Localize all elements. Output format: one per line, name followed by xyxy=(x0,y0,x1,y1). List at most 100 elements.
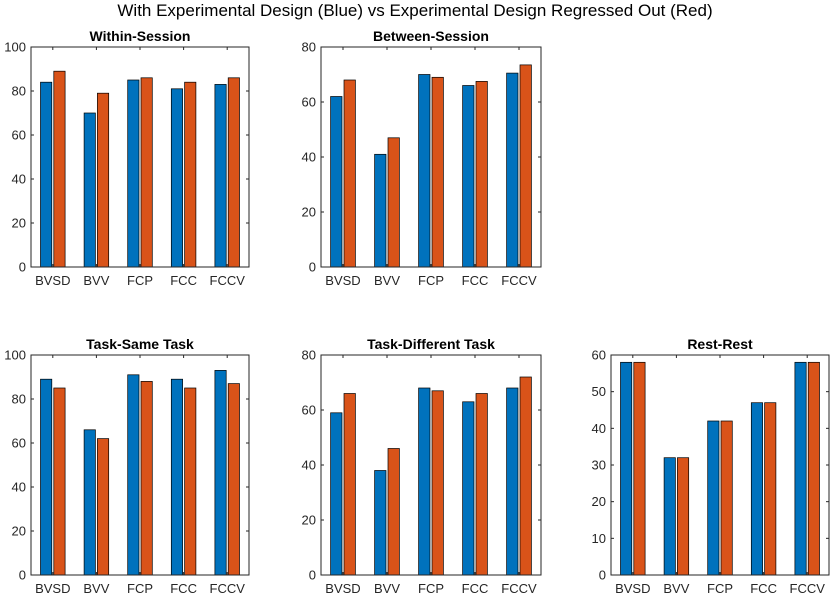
y-tick-label-rest-rest-0: 0 xyxy=(599,568,606,583)
y-tick-label-task-different-task-80: 80 xyxy=(302,348,316,363)
y-tick-label-rest-rest-20: 20 xyxy=(592,494,606,509)
bar-within-session-fcp-blue xyxy=(127,79,140,268)
chart-panel-task-same-task: 0 20 40 60 80 100 BVSD BVV FCP FCC FCCV Task-Same T… xyxy=(4,336,250,596)
bar-rest-rest-fcc-blue xyxy=(750,402,763,576)
x-tick-label-between-session-bvv: BVV xyxy=(374,273,400,288)
x-tick-label-between-session-bvsd: BVSD xyxy=(325,273,360,288)
y-tick-label-task-different-task-60: 60 xyxy=(302,403,316,418)
y-tick-label-within-session-20: 20 xyxy=(12,216,26,231)
bar-task-different-task-bvsd-blue xyxy=(330,412,343,576)
bar-task-different-task-bvsd-red xyxy=(343,393,356,576)
bar-between-session-fccv-red xyxy=(519,64,532,268)
bar-between-session-fcp-blue xyxy=(418,74,431,268)
bar-task-same-task-bvv-blue xyxy=(83,429,96,576)
bar-task-same-task-fccv-red xyxy=(227,383,240,576)
bar-within-session-bvsd-red xyxy=(53,70,66,268)
x-tick-label-task-different-task-fcc: FCC xyxy=(462,581,489,596)
figure-title: With Experimental Design (Blue) vs Exper… xyxy=(117,1,713,20)
x-tick-label-within-session-fcp: FCP xyxy=(127,273,153,288)
y-tick-label-task-different-task-20: 20 xyxy=(302,513,316,528)
y-tick-label-task-different-task-40: 40 xyxy=(302,458,316,473)
bar-within-session-fccv-blue xyxy=(214,84,227,268)
y-tick-label-rest-rest-30: 30 xyxy=(592,458,606,473)
bar-rest-rest-fcp-red xyxy=(720,420,733,576)
x-tick-label-rest-rest-bvv: BVV xyxy=(663,581,689,596)
panel-title-between-session: Between-Session xyxy=(373,28,489,44)
bar-rest-rest-fcp-blue xyxy=(707,420,720,576)
x-tick-label-between-session-fccv: FCCV xyxy=(501,273,537,288)
y-tick-label-between-session-60: 60 xyxy=(302,95,316,110)
y-tick-label-rest-rest-50: 50 xyxy=(592,384,606,399)
bar-task-different-task-fcc-blue xyxy=(462,401,475,576)
bar-task-different-task-fcc-red xyxy=(475,393,488,576)
y-tick-label-within-session-60: 60 xyxy=(12,128,26,143)
bar-task-same-task-fcc-blue xyxy=(170,378,183,576)
x-tick-label-task-same-task-fccv: FCCV xyxy=(210,581,246,596)
x-tick-label-rest-rest-bvsd: BVSD xyxy=(615,581,650,596)
bar-task-different-task-fccv-blue xyxy=(506,387,519,576)
x-tick-label-task-different-task-bvv: BVV xyxy=(374,581,400,596)
bar-rest-rest-fccv-blue xyxy=(794,361,807,576)
x-tick-label-rest-rest-fcp: FCP xyxy=(707,581,733,596)
y-tick-label-task-same-task-100: 100 xyxy=(4,348,26,363)
bar-rest-rest-bvsd-blue xyxy=(620,361,633,576)
chart-panel-task-different-task: 0 20 40 60 80 BVSD BVV FCP FCC FCCV Task-Different… xyxy=(302,336,542,596)
y-tick-label-task-same-task-20: 20 xyxy=(12,524,26,539)
x-tick-label-within-session-fccv: FCCV xyxy=(210,273,246,288)
bar-between-session-fcp-red xyxy=(431,76,444,268)
bar-within-session-fccv-red xyxy=(227,77,240,268)
chart-panel-between-session: 0 20 40 60 80 BVSD BVV FCP FCC FCCV Between-Sessio… xyxy=(302,28,542,288)
panel-title-task-same-task: Task-Same Task xyxy=(86,336,194,352)
bar-task-same-task-fcp-red xyxy=(140,381,153,576)
y-tick-label-task-different-task-0: 0 xyxy=(309,568,316,583)
bar-task-different-task-bvv-blue xyxy=(374,470,387,576)
panel-title-within-session: Within-Session xyxy=(90,28,191,44)
x-tick-label-task-different-task-fcp: FCP xyxy=(418,581,444,596)
bar-task-same-task-bvv-red xyxy=(97,438,110,576)
bar-within-session-fcp-red xyxy=(140,77,153,268)
x-tick-label-rest-rest-fccv: FCCV xyxy=(790,581,826,596)
bar-between-session-bvv-blue xyxy=(374,153,387,268)
chart-panel-within-session: 0 20 40 60 80 100 BVSD BVV FCP FCC FCCV Within-Sess… xyxy=(4,28,250,288)
panel-title-task-different-task: Task-Different Task xyxy=(367,336,495,352)
x-tick-label-between-session-fcp: FCP xyxy=(418,273,444,288)
y-tick-label-rest-rest-40: 40 xyxy=(592,421,606,436)
y-tick-label-between-session-80: 80 xyxy=(302,40,316,55)
x-tick-label-task-same-task-fcc: FCC xyxy=(170,581,197,596)
bar-task-different-task-fcp-blue xyxy=(418,387,431,576)
chart-panel-rest-rest: 0 10 20 30 40 50 60 BVSD BVV FCP FCC FCCV Rest-Rest xyxy=(592,336,830,596)
bar-between-session-bvv-red xyxy=(387,137,400,268)
y-tick-label-rest-rest-60: 60 xyxy=(592,348,606,363)
bar-rest-rest-bvsd-red xyxy=(633,361,646,576)
y-tick-label-rest-rest-10: 10 xyxy=(592,531,606,546)
y-tick-label-between-session-40: 40 xyxy=(302,150,316,165)
bar-task-same-task-fcc-red xyxy=(184,387,197,576)
bar-within-session-fcc-red xyxy=(184,81,197,268)
y-tick-label-task-same-task-0: 0 xyxy=(19,568,26,583)
bar-within-session-bvsd-blue xyxy=(40,81,53,268)
y-tick-label-task-same-task-60: 60 xyxy=(12,436,26,451)
x-tick-label-rest-rest-fcc: FCC xyxy=(750,581,777,596)
bar-task-same-task-fccv-blue xyxy=(214,370,227,576)
y-tick-label-within-session-0: 0 xyxy=(19,260,26,275)
bar-task-same-task-bvsd-blue xyxy=(40,378,53,576)
y-tick-label-between-session-0: 0 xyxy=(309,260,316,275)
x-tick-label-between-session-fcc: FCC xyxy=(462,273,489,288)
x-tick-label-task-same-task-fcp: FCP xyxy=(127,581,153,596)
x-tick-label-within-session-fcc: FCC xyxy=(170,273,197,288)
bar-rest-rest-fcc-red xyxy=(764,402,777,576)
x-tick-label-within-session-bvv: BVV xyxy=(83,273,109,288)
y-tick-label-task-same-task-40: 40 xyxy=(12,480,26,495)
bar-between-session-fcc-blue xyxy=(462,85,475,268)
bar-rest-rest-bvv-red xyxy=(677,457,690,576)
y-tick-label-between-session-20: 20 xyxy=(302,205,316,220)
bar-within-session-fcc-blue xyxy=(170,88,183,268)
x-tick-label-within-session-bvsd: BVSD xyxy=(35,273,70,288)
bar-rest-rest-bvv-blue xyxy=(663,457,676,576)
bar-between-session-bvsd-red xyxy=(343,79,356,268)
y-tick-label-within-session-40: 40 xyxy=(12,172,26,187)
y-tick-label-within-session-80: 80 xyxy=(12,84,26,99)
x-tick-label-task-same-task-bvsd: BVSD xyxy=(35,581,70,596)
